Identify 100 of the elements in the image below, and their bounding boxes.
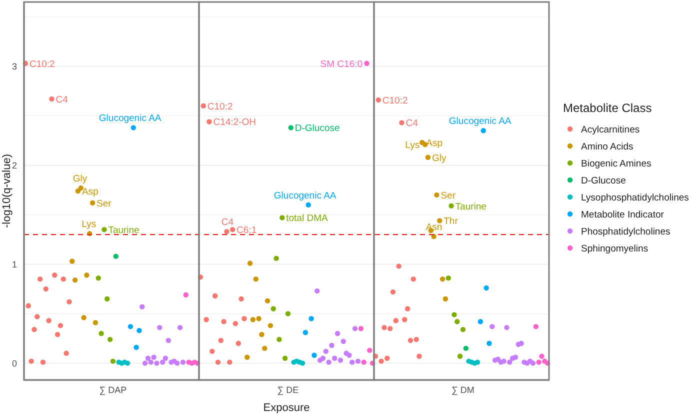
legend-label: Biogenic Amines xyxy=(581,158,652,170)
point xyxy=(37,276,43,282)
point xyxy=(478,319,484,324)
point xyxy=(157,324,162,330)
data-label: C4 xyxy=(406,118,418,130)
point xyxy=(136,328,142,334)
data-label: C14:2-OH xyxy=(213,117,256,128)
legend-label: Metabolite Indicator xyxy=(581,209,664,220)
point xyxy=(244,354,250,360)
point xyxy=(72,277,78,283)
point xyxy=(43,286,48,292)
data-label: C10:2 xyxy=(207,101,233,112)
point xyxy=(206,119,212,124)
point xyxy=(242,316,247,322)
point xyxy=(440,276,446,282)
point xyxy=(460,326,466,332)
point xyxy=(387,326,393,332)
point xyxy=(221,319,226,324)
point xyxy=(84,272,90,278)
y-axis-title: -log10(q-value) xyxy=(1,154,13,228)
point xyxy=(52,272,58,278)
point xyxy=(224,228,230,234)
point xyxy=(530,360,536,366)
y-tick-label: 0 xyxy=(12,358,17,368)
point xyxy=(253,276,258,282)
data-label: Asp xyxy=(426,138,442,150)
point xyxy=(425,154,431,160)
data-label: Glucogenic AA xyxy=(98,113,162,124)
point xyxy=(128,324,134,330)
point xyxy=(280,215,285,220)
point xyxy=(536,360,542,365)
point xyxy=(408,338,414,344)
data-label: C10:2 xyxy=(29,58,55,70)
point xyxy=(308,316,314,322)
point xyxy=(326,360,332,365)
point xyxy=(504,324,510,330)
point xyxy=(340,338,346,344)
point xyxy=(486,340,492,346)
point xyxy=(355,358,361,364)
point xyxy=(484,285,489,291)
point xyxy=(533,324,538,330)
point xyxy=(259,332,264,338)
point xyxy=(448,203,454,208)
point xyxy=(367,348,372,353)
point xyxy=(437,218,442,224)
point xyxy=(218,338,224,344)
point xyxy=(148,360,154,365)
legend-label: Amino Acids xyxy=(581,141,634,152)
data-label: Lys xyxy=(82,219,96,230)
data-label: Asp xyxy=(82,186,98,198)
point xyxy=(396,264,402,269)
legend-label: Phosphatidylcholines xyxy=(581,226,671,238)
point xyxy=(320,356,326,361)
data-label: C6:1 xyxy=(236,225,257,236)
data-label: D-Glucose xyxy=(294,123,340,134)
point xyxy=(518,340,524,346)
point xyxy=(507,360,512,365)
point xyxy=(104,296,110,302)
point xyxy=(256,316,262,322)
point xyxy=(434,192,440,198)
y-tick-label: 3 xyxy=(12,61,17,72)
point xyxy=(268,322,274,328)
point xyxy=(96,275,101,281)
data-label: Asn xyxy=(426,222,442,234)
point xyxy=(314,288,320,294)
point xyxy=(162,356,168,361)
point xyxy=(160,360,166,365)
data-label: Gly xyxy=(72,174,88,185)
data-label: Thr xyxy=(444,216,458,228)
point xyxy=(512,354,518,360)
point xyxy=(250,317,256,322)
point xyxy=(338,358,344,363)
point xyxy=(442,296,448,302)
point xyxy=(414,336,419,342)
point xyxy=(361,360,366,365)
legend-label: D-Glucose xyxy=(581,175,626,186)
data-label: Ser xyxy=(440,190,456,202)
point xyxy=(28,358,34,364)
point xyxy=(247,260,253,266)
point xyxy=(393,318,398,324)
point xyxy=(390,289,396,295)
point xyxy=(399,120,404,126)
point xyxy=(350,360,355,365)
point xyxy=(142,360,148,366)
point xyxy=(382,324,387,330)
point xyxy=(452,312,457,318)
point xyxy=(334,330,340,336)
point xyxy=(46,318,52,324)
point xyxy=(174,360,180,366)
point xyxy=(302,330,308,336)
y-tick-label: 1 xyxy=(12,259,17,270)
point xyxy=(306,202,311,208)
point xyxy=(200,103,206,108)
point xyxy=(227,360,232,365)
point xyxy=(232,320,238,326)
point xyxy=(34,314,40,320)
point xyxy=(145,356,151,361)
point xyxy=(236,340,241,346)
point xyxy=(58,322,64,328)
point xyxy=(49,96,54,102)
